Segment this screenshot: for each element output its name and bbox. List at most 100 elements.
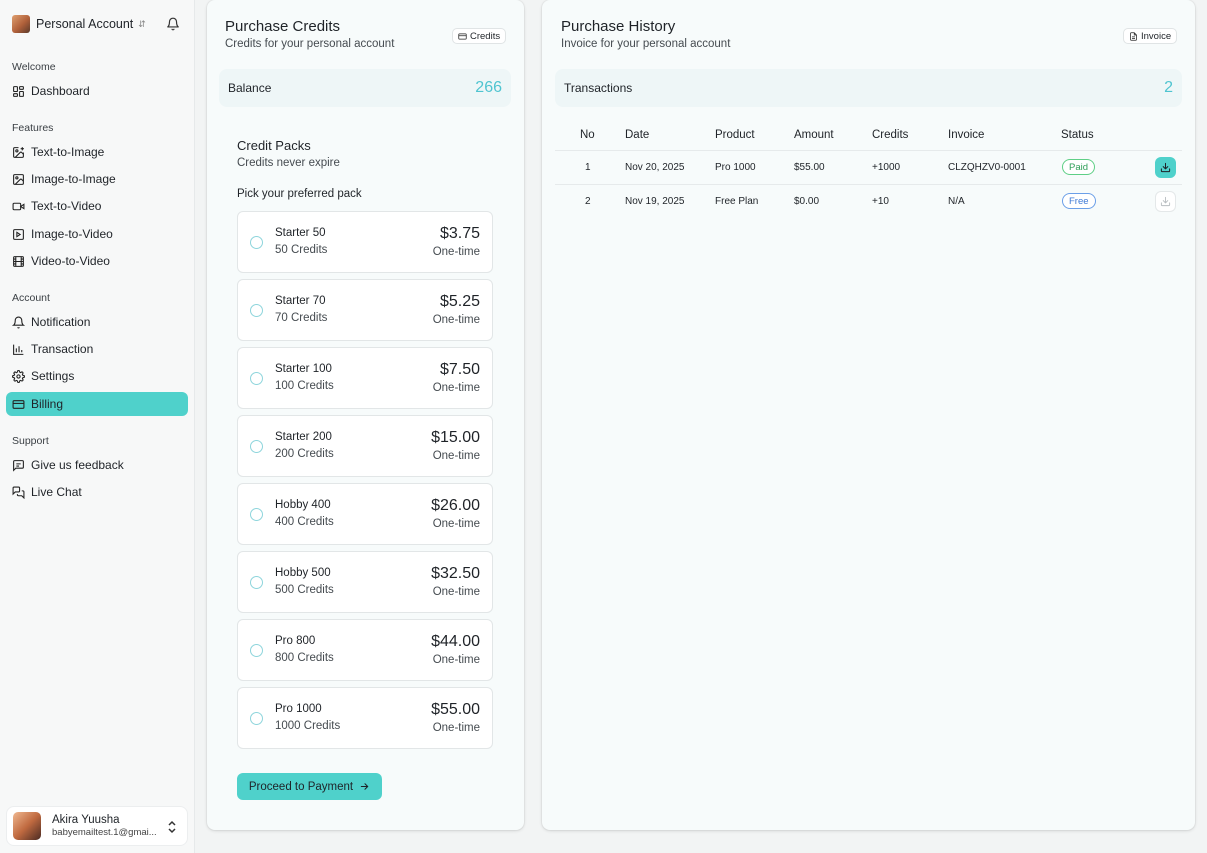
table-divider	[555, 184, 1182, 185]
pack-name: Starter 50	[275, 227, 326, 239]
purchase-history-title: Purchase History	[561, 18, 676, 35]
cell-product: Free Plan	[715, 196, 759, 207]
chip-label: Credits	[470, 30, 501, 42]
pack-radio[interactable]	[250, 236, 263, 249]
pack-type: One-time	[432, 722, 480, 734]
credit-pack-option[interactable]: Starter 100 100 Credits $7.50 One-time	[237, 347, 493, 409]
purchase-history-panel	[542, 0, 1195, 830]
credit-pack-option[interactable]: Pro 800 800 Credits $44.00 One-time	[237, 619, 493, 681]
section-welcome: Welcome	[12, 61, 56, 73]
image-plus-icon	[13, 146, 24, 158]
play-square-icon	[13, 228, 24, 240]
pack-type: One-time	[432, 450, 480, 462]
cell-date: Nov 19, 2025	[625, 196, 685, 207]
sidebar-item-image-to-video[interactable]: Image-to-Video	[6, 222, 188, 246]
balance-bar: Balance 266	[219, 69, 511, 107]
credit-packs-title: Credit Packs	[237, 138, 311, 153]
account-switcher[interactable]: Personal Account ⇵	[12, 14, 184, 34]
pack-name: Hobby 500	[275, 567, 331, 579]
transactions-label: Transactions	[564, 81, 633, 95]
arrow-right-icon	[360, 783, 369, 790]
column-header-status: Status	[1061, 129, 1094, 141]
sidebar-item-text-to-video[interactable]: Text-to-Video	[6, 194, 188, 218]
pack-price: $5.25	[439, 293, 480, 310]
transactions-count: 2	[1164, 79, 1173, 96]
credit-pack-option[interactable]: Starter 50 50 Credits $3.75 One-time	[237, 211, 493, 273]
sidebar-item-dashboard[interactable]: Dashboard	[6, 79, 188, 103]
credit-pack-option[interactable]: Pro 1000 1000 Credits $55.00 One-time	[237, 687, 493, 749]
sidebar: Personal Account ⇵ Welcome Dashboard Fea…	[0, 0, 195, 853]
purchase-credits-subtitle: Credits for your personal account	[225, 38, 395, 50]
bell-icon[interactable]	[166, 17, 180, 31]
user-name: Akira Yuusha	[52, 813, 120, 826]
pack-type: One-time	[432, 518, 480, 530]
cell-no: 1	[585, 162, 591, 173]
sidebar-item-billing[interactable]: Billing	[6, 392, 188, 416]
download-invoice-button[interactable]	[1155, 191, 1176, 212]
pick-pack-label: Pick your preferred pack	[237, 188, 362, 200]
pack-radio[interactable]	[250, 644, 263, 657]
credit-pack-option[interactable]: Starter 70 70 Credits $5.25 One-time	[237, 279, 493, 341]
proceed-to-payment-button[interactable]: Proceed to Payment	[237, 773, 382, 800]
images-icon	[13, 173, 24, 185]
cell-credits: +1000	[872, 162, 901, 173]
pack-radio[interactable]	[250, 440, 263, 453]
pack-radio[interactable]	[250, 508, 263, 521]
pack-price: $55.00	[431, 701, 480, 718]
status-badge: Paid	[1062, 159, 1096, 175]
column-header-date: Date	[625, 129, 650, 141]
chevron-up-down-icon: ⇵	[138, 18, 146, 29]
purchase-credits-title: Purchase Credits	[225, 18, 341, 35]
pack-type: One-time	[432, 654, 480, 666]
sidebar-item-transaction[interactable]: Transaction	[6, 337, 188, 361]
invoice-chip: Invoice	[1123, 28, 1178, 44]
sidebar-item-notification[interactable]: Notification	[6, 310, 188, 334]
chat-bubbles-icon	[12, 486, 25, 499]
proceed-label: Proceed to Payment	[248, 780, 354, 793]
sidebar-item-settings[interactable]: Settings	[6, 364, 188, 388]
credit-card-icon	[12, 399, 25, 409]
column-header-no: No	[580, 129, 595, 141]
cell-amount: $0.00	[794, 196, 820, 207]
pack-type: One-time	[432, 314, 480, 326]
pack-radio[interactable]	[250, 712, 263, 725]
sidebar-item-image-to-image[interactable]: Image-to-Image	[6, 167, 188, 191]
bell-icon	[12, 316, 25, 328]
pack-credits: 200 Credits	[275, 448, 334, 460]
wallet-icon	[458, 33, 467, 39]
user-email: babyemailtest.1@gmai...	[52, 827, 157, 839]
bar-chart-icon	[13, 344, 24, 355]
balance-label: Balance	[228, 81, 272, 95]
sidebar-item-label: Billing	[31, 397, 64, 411]
user-menu[interactable]: Akira Yuusha babyemailtest.1@gmai...	[6, 806, 188, 846]
sidebar-item-video-to-video[interactable]: Video-to-Video	[6, 249, 188, 273]
pack-credits: 100 Credits	[275, 380, 334, 392]
pack-name: Starter 200	[275, 431, 332, 443]
pack-name: Starter 70	[275, 295, 326, 307]
sidebar-item-feedback[interactable]: Give us feedback	[6, 453, 188, 477]
pack-radio[interactable]	[250, 304, 263, 317]
pack-price: $7.50	[439, 361, 480, 378]
cell-amount: $55.00	[794, 162, 825, 173]
sidebar-item-label: Dashboard	[31, 84, 90, 98]
account-avatar	[12, 15, 30, 33]
pack-price: $3.75	[439, 225, 480, 242]
column-header-product: Product	[715, 129, 755, 141]
credit-pack-option[interactable]: Starter 200 200 Credits $15.00 One-time	[237, 415, 493, 477]
pack-radio[interactable]	[250, 576, 263, 589]
chip-label: Invoice	[1141, 30, 1172, 42]
sidebar-item-label: Transaction	[31, 342, 94, 356]
sidebar-item-live-chat[interactable]: Live Chat	[6, 480, 188, 504]
pack-radio[interactable]	[250, 372, 263, 385]
credit-pack-option[interactable]: Hobby 500 500 Credits $32.50 One-time	[237, 551, 493, 613]
video-camera-icon	[12, 202, 25, 210]
gear-icon	[12, 369, 25, 383]
credit-pack-option[interactable]: Hobby 400 400 Credits $26.00 One-time	[237, 483, 493, 545]
pack-price: $44.00	[431, 633, 480, 650]
table-divider	[555, 150, 1182, 151]
column-header-credits: Credits	[872, 129, 909, 141]
sidebar-item-text-to-image[interactable]: Text-to-Image	[6, 140, 188, 164]
pack-name: Pro 1000	[275, 703, 322, 715]
sidebar-item-label: Live Chat	[31, 485, 82, 499]
download-invoice-button[interactable]	[1155, 157, 1176, 178]
